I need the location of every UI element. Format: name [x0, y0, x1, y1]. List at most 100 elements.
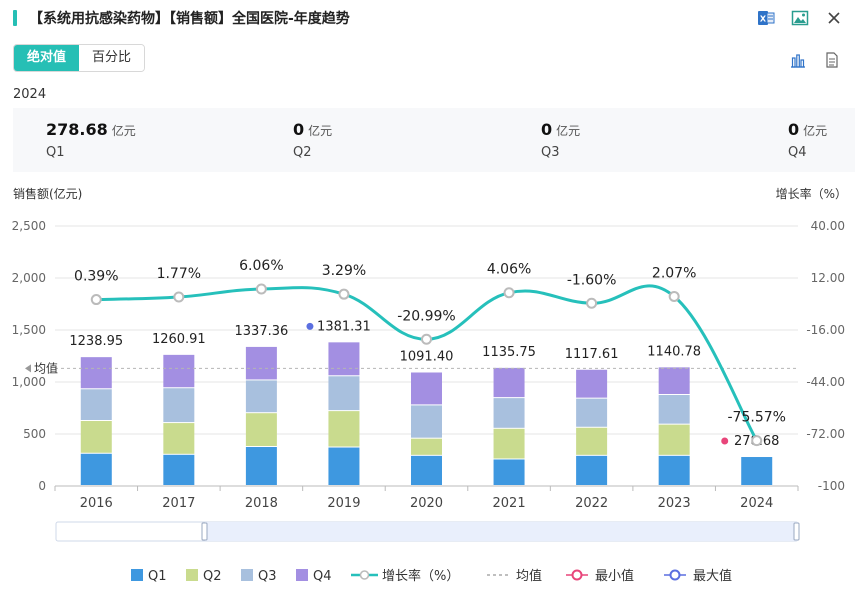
growth-label: 3.29%	[322, 263, 366, 279]
bar-q4[interactable]	[80, 357, 112, 389]
legend-swatch-q1[interactable]	[131, 569, 143, 581]
growth-point[interactable]	[421, 333, 432, 345]
bar-q2[interactable]	[163, 423, 195, 454]
view-tools	[788, 50, 842, 70]
legend-line-point	[359, 570, 370, 580]
kpi-label: Q1	[46, 145, 65, 160]
y-tick-left: 1,500	[12, 323, 46, 337]
x-tick-label: 2016	[80, 496, 113, 511]
bar-q2[interactable]	[80, 421, 112, 453]
bar-q2[interactable]	[328, 411, 360, 447]
x-tick-label: 2024	[740, 496, 773, 511]
bar-q3[interactable]	[328, 376, 360, 411]
y-axis-left-title: 销售额(亿元)	[13, 186, 82, 201]
growth-point[interactable]	[338, 288, 350, 300]
bar-q2[interactable]	[658, 424, 690, 455]
growth-label: -20.99%	[397, 308, 455, 324]
legend-label: Q4	[313, 569, 332, 584]
bar-q3[interactable]	[245, 380, 277, 413]
bar-q1[interactable]	[411, 455, 442, 485]
legend-swatch-q2[interactable]	[186, 569, 198, 581]
total-value-label: 1381.31	[317, 319, 371, 334]
average-label: 均值	[34, 360, 58, 375]
x-tick-label: 2017	[162, 496, 195, 511]
kpi-value: 0	[788, 120, 800, 139]
bar-q4[interactable]	[576, 369, 608, 398]
y-tick-right: 12.00	[811, 271, 845, 285]
bar-q1[interactable]	[741, 457, 773, 485]
bar-q4[interactable]	[328, 342, 360, 376]
bar-q3[interactable]	[658, 395, 690, 424]
total-value-label: 1260.91	[152, 332, 206, 347]
zoom-slider-handle-left[interactable]	[201, 522, 208, 541]
max-value-marker	[306, 322, 314, 330]
kpi-q4: 0 亿元 Q4	[788, 120, 827, 160]
growth-point[interactable]	[586, 297, 598, 309]
image-export-icon[interactable]	[790, 8, 810, 28]
legend-swatch-q3[interactable]	[241, 569, 253, 581]
legend-label: 最小值	[595, 568, 634, 584]
growth-point[interactable]	[503, 287, 515, 299]
growth-point[interactable]	[668, 290, 680, 302]
bar-chart-icon[interactable]	[788, 50, 808, 70]
bar-q2[interactable]	[576, 427, 608, 455]
bar-q4[interactable]	[658, 367, 690, 394]
growth-point[interactable]	[90, 294, 102, 306]
y-tick-right: -72.00	[806, 427, 845, 441]
bar-q1[interactable]	[493, 459, 525, 485]
kpi-q3: 0 亿元 Q3	[541, 120, 580, 160]
excel-export-icon[interactable]: X	[756, 8, 776, 28]
kpi-label: Q3	[541, 145, 560, 160]
bar-q3[interactable]	[411, 405, 442, 438]
total-value-label: 1135.75	[482, 345, 536, 360]
year-label: 2024	[13, 87, 47, 102]
growth-point[interactable]	[173, 291, 185, 303]
bar-q3[interactable]	[493, 398, 525, 428]
bar-q1[interactable]	[245, 447, 277, 485]
kpi-value: 0	[541, 120, 553, 139]
bar-q2[interactable]	[245, 413, 277, 446]
x-tick-label: 2023	[658, 496, 691, 511]
y-axis-right-title: 增长率（%）	[776, 186, 847, 201]
y-tick-left: 1,000	[12, 375, 46, 389]
close-icon[interactable]	[824, 8, 844, 28]
y-tick-right: -16.00	[806, 323, 845, 337]
y-tick-right: -44.00	[806, 375, 845, 389]
bar-q4[interactable]	[163, 354, 195, 388]
legend-swatch-q4[interactable]	[296, 569, 308, 581]
bar-q3[interactable]	[80, 389, 112, 420]
absolute-value-button[interactable]: 绝对值	[14, 45, 80, 71]
bar-q1[interactable]	[576, 455, 608, 485]
growth-label: -75.57%	[728, 410, 786, 426]
bar-q1[interactable]	[80, 453, 112, 485]
kpi-unit: 亿元	[803, 124, 828, 138]
growth-label: 6.06%	[239, 258, 283, 274]
bar-q2[interactable]	[411, 438, 442, 455]
growth-label: 4.06%	[487, 262, 531, 278]
x-tick-label: 2020	[410, 496, 443, 511]
total-value-label: 1140.78	[647, 344, 701, 359]
bar-q2[interactable]	[493, 428, 525, 459]
bar-q3[interactable]	[163, 388, 195, 423]
percentage-button[interactable]: 百分比	[79, 45, 145, 71]
bar-q3[interactable]	[576, 398, 608, 427]
bar-q4[interactable]	[411, 372, 442, 405]
bar-q1[interactable]	[328, 447, 360, 485]
growth-point[interactable]	[751, 435, 763, 447]
y-tick-left: 2,500	[12, 219, 46, 233]
legend-circle-min	[571, 569, 583, 581]
growth-label: -1.60%	[567, 272, 617, 288]
kpi-label: Q2	[293, 145, 312, 160]
bar-q4[interactable]	[493, 367, 525, 398]
total-value-label: 1091.40	[400, 349, 454, 364]
bar-q4[interactable]	[245, 346, 277, 380]
bar-q1[interactable]	[658, 455, 690, 485]
total-value-label: 1117.61	[565, 347, 619, 362]
document-icon[interactable]	[822, 50, 842, 70]
x-tick-label: 2019	[327, 496, 360, 511]
zoom-slider-handle-right[interactable]	[793, 522, 800, 541]
total-value-label: 1238.95	[69, 334, 123, 349]
page-title: 【系统用抗感染药物】【销售额】全国医院-年度趋势	[29, 11, 350, 27]
growth-point[interactable]	[255, 283, 267, 295]
bar-q1[interactable]	[163, 454, 195, 485]
